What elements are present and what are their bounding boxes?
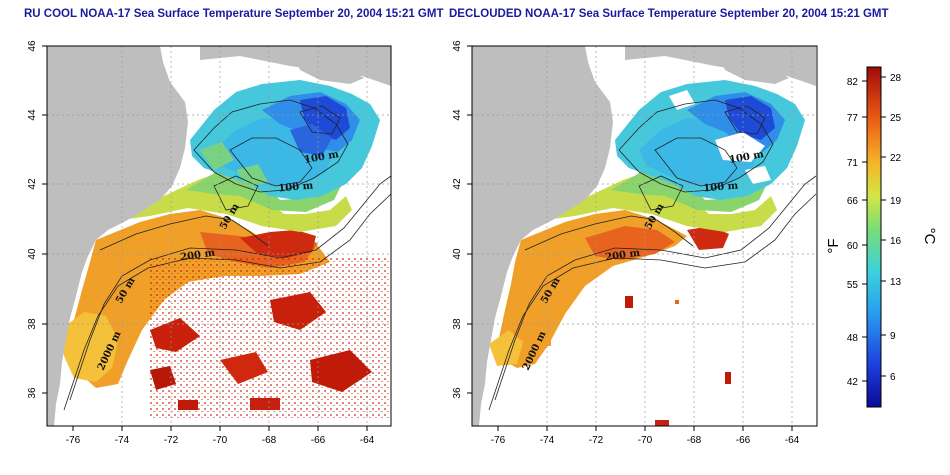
lat-tick-label: 36: [452, 387, 463, 399]
lon-tick-label: -64: [360, 435, 375, 446]
celsius-unit-label: °C: [921, 228, 938, 245]
temperature-colorbar: 82 77 71 66 60 55 48 42 28 25 22 19 16 13 9 6 °F °C: [825, 66, 938, 408]
lon-tick-label: -76: [491, 435, 506, 446]
fahrenheit-tick-label: 71: [847, 158, 859, 169]
fahrenheit-tick-label: 48: [847, 333, 859, 344]
left-panel-title: RU COOL NOAA-17 Sea Surface Temperature …: [24, 8, 444, 20]
celsius-tick-label: 13: [890, 277, 902, 288]
celsius-tick-label: 9: [890, 331, 896, 342]
right-map-panel: -76 -74 -72 -70 -68 -66 -64 36 38 40 42 44 46 100 m…: [452, 40, 818, 446]
colorbar-gradient: [866, 66, 882, 408]
fahrenheit-tick-label: 82: [847, 77, 859, 88]
lon-tick-label: -68: [687, 435, 702, 446]
lat-tick-label: 38: [27, 318, 38, 330]
celsius-tick-label: 25: [890, 113, 902, 124]
fahrenheit-tick-label: 42: [847, 377, 859, 388]
left-map-panel: -76 -74 -72 -70 -68 -66 -64 36 38 40 42 44 46 100 m…: [27, 40, 392, 446]
fahrenheit-tick-label: 60: [847, 241, 859, 252]
lat-tick-label: 44: [452, 109, 463, 121]
lon-tick-label: -74: [540, 435, 555, 446]
isobath-label: 100 m: [703, 180, 739, 194]
isobath-label: 100 m: [278, 180, 314, 194]
celsius-tick-label: 22: [890, 153, 902, 164]
lon-tick-label: -70: [213, 435, 228, 446]
celsius-tick-label: 6: [890, 372, 896, 383]
lat-tick-label: 40: [452, 248, 463, 260]
fahrenheit-unit-label: °F: [825, 238, 842, 253]
right-panel-title: DECLOUDED NOAA-17 Sea Surface Temperatur…: [449, 8, 889, 20]
lon-tick-label: -66: [311, 435, 326, 446]
lon-tick-label: -76: [66, 435, 81, 446]
lat-tick-label: 40: [27, 248, 38, 260]
isobath-label: 200 m: [605, 248, 642, 264]
lat-tick-label: 42: [452, 178, 463, 190]
lat-tick-label: 46: [27, 40, 38, 52]
lon-tick-label: -70: [638, 435, 653, 446]
lat-tick-label: 46: [452, 40, 463, 52]
lat-tick-label: 42: [27, 178, 38, 190]
lon-tick-label: -74: [115, 435, 130, 446]
fahrenheit-tick-label: 77: [847, 113, 859, 124]
celsius-tick-label: 28: [890, 73, 902, 84]
lon-tick-label: -72: [589, 435, 604, 446]
lon-tick-label: -68: [262, 435, 277, 446]
fahrenheit-tick-label: 55: [847, 280, 859, 291]
lon-tick-label: -72: [164, 435, 179, 446]
celsius-tick-label: 19: [890, 196, 902, 207]
lon-tick-label: -64: [785, 435, 800, 446]
fahrenheit-tick-label: 66: [847, 196, 859, 207]
lon-tick-label: -66: [736, 435, 751, 446]
lat-tick-label: 44: [27, 109, 38, 121]
isobath-label: 200 m: [180, 248, 217, 264]
lat-tick-label: 36: [27, 387, 38, 399]
lat-tick-label: 38: [452, 318, 463, 330]
celsius-tick-label: 16: [890, 236, 902, 247]
